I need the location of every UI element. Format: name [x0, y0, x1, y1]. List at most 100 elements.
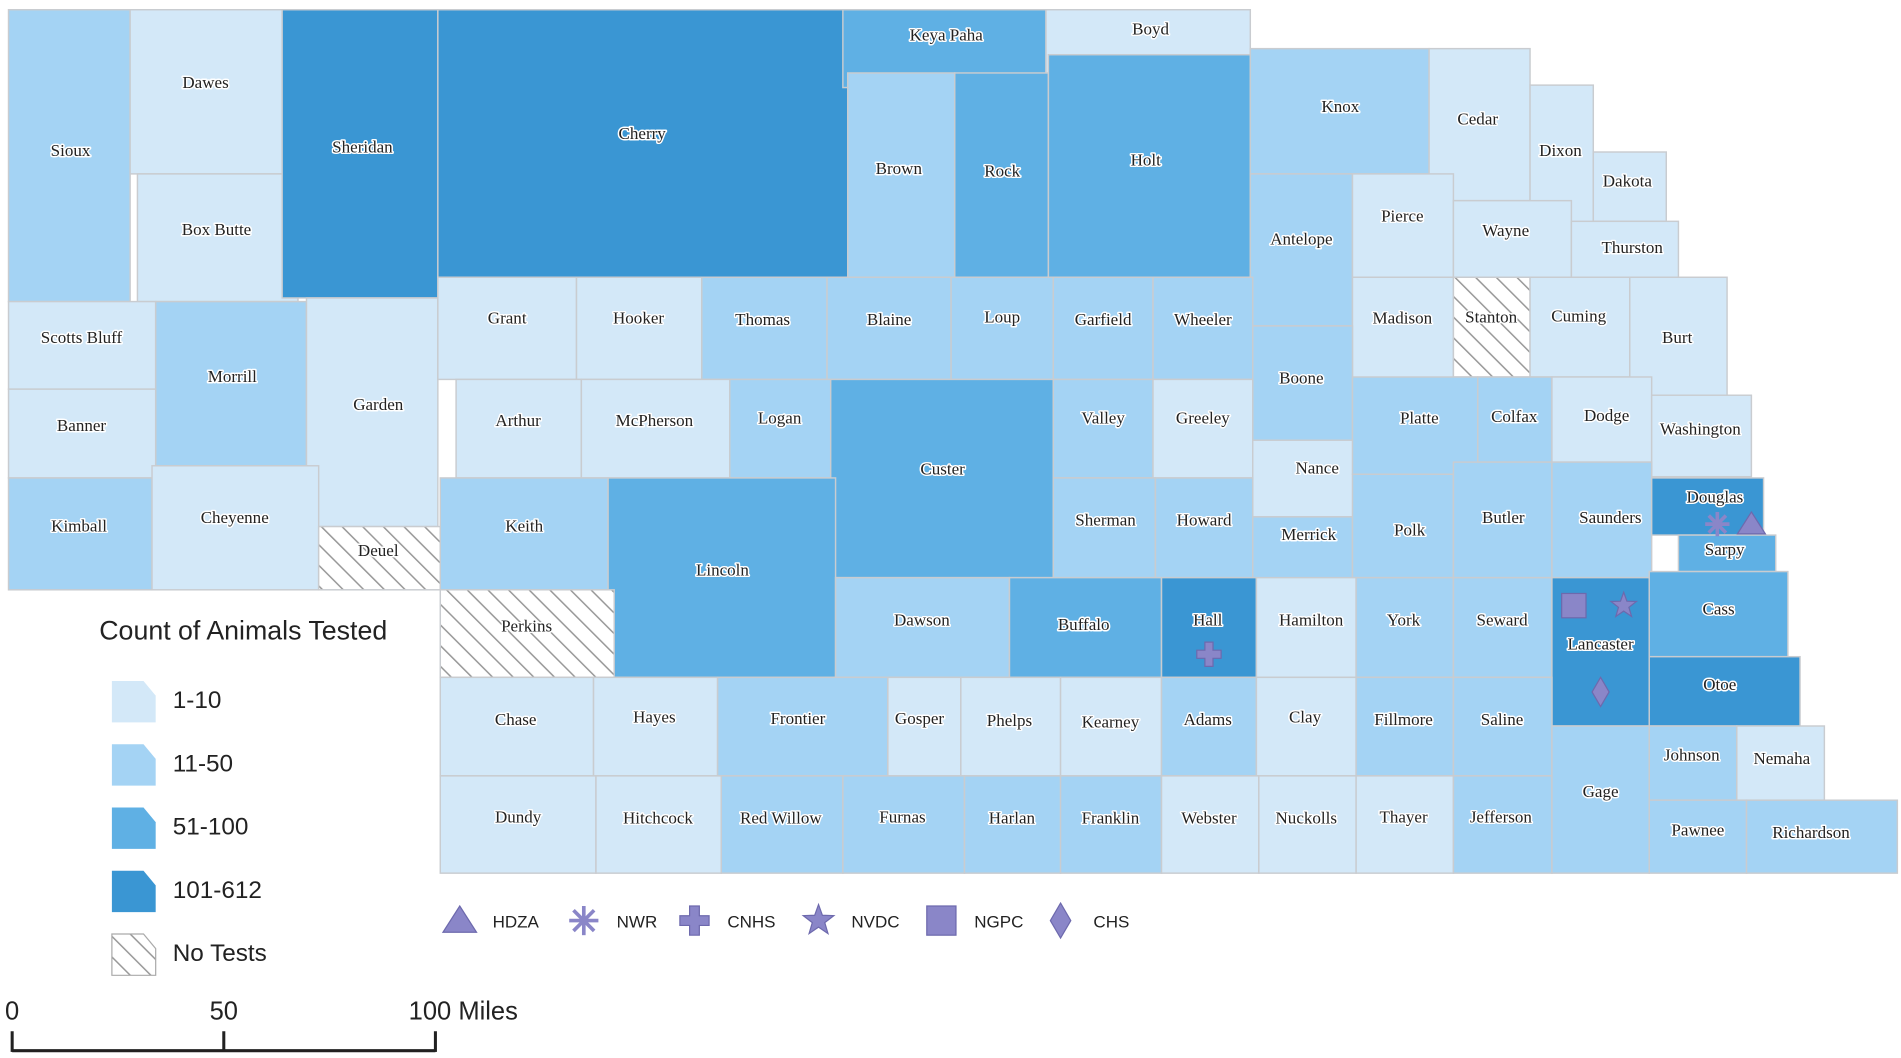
facility-label: HDZA [493, 913, 540, 932]
county [950, 276, 1055, 381]
county [1351, 276, 1455, 381]
facility-legend: HDZA NWR CNHS NVDC NGPC CHS [441, 510, 1767, 940]
county-label: Greeley [1176, 408, 1230, 427]
county-label: Garden [353, 395, 404, 414]
county [1570, 220, 1680, 278]
county-label: Boyd [1132, 19, 1169, 38]
county-label: Cherry [619, 124, 667, 143]
county-label: Polk [1394, 520, 1426, 539]
county-label: Cedar [1457, 109, 1498, 128]
county [1249, 47, 1430, 175]
county [7, 8, 131, 303]
county [1160, 775, 1260, 874]
county-label: Hitchcock [623, 809, 693, 828]
county [439, 477, 609, 591]
county [1152, 276, 1254, 381]
legend-label: 101-612 [173, 877, 262, 904]
county-label: Sarpy [1705, 540, 1745, 559]
county [1551, 725, 1650, 874]
county-label: Holt [1131, 151, 1162, 170]
county-label: Stanton [1465, 308, 1517, 327]
symbol-diamond [1591, 676, 1610, 708]
county-label: Cass [1702, 599, 1734, 618]
county-label: Washington [1660, 419, 1741, 438]
county-label: Hayes [633, 708, 676, 727]
county-label: Wheeler [1174, 310, 1232, 329]
county-label: Gosper [895, 709, 944, 728]
county-label: Dawes [182, 73, 228, 92]
county [1648, 570, 1789, 658]
symbol-cross [679, 905, 710, 936]
county-label: Thurston [1601, 238, 1663, 257]
symbol-square [926, 905, 957, 936]
county-label: Kearney [1082, 712, 1140, 731]
county [1452, 775, 1553, 874]
county-label: Dodge [1584, 406, 1629, 425]
county-label: Sioux [51, 141, 91, 160]
county-label: York [1387, 610, 1421, 629]
county-label: Logan [758, 408, 802, 427]
county-label: Kimball [51, 517, 107, 536]
symbol-star [801, 902, 836, 936]
county [1677, 534, 1777, 573]
county-label: Cuming [1551, 306, 1606, 325]
legend-swatch [111, 681, 156, 723]
county-label: Pawnee [1671, 821, 1724, 840]
county [1529, 276, 1631, 378]
legend-swatch [111, 744, 156, 786]
county-label: Sheridan [332, 137, 393, 156]
legend-label: 1-10 [173, 687, 222, 714]
county-label: Keith [505, 517, 543, 536]
county-label: Garfield [1075, 310, 1132, 329]
county-label: Grant [488, 309, 527, 328]
county [1059, 676, 1163, 777]
county-label: Richardson [1772, 823, 1850, 842]
symbol-asterisk [572, 908, 596, 933]
county-label: Wayne [1482, 221, 1529, 240]
county-label: Butler [1482, 508, 1525, 527]
county-label: Otoe [1703, 675, 1736, 694]
county-label: Loup [984, 308, 1020, 327]
county-label: Knox [1321, 97, 1359, 116]
county-label: Madison [1373, 309, 1433, 328]
county [1355, 676, 1455, 777]
county-label: Furnas [879, 807, 925, 826]
county-label: Keya Paha [910, 25, 984, 44]
facility-label: CNHS [727, 913, 775, 932]
scale-label: 100 Miles [409, 998, 518, 1026]
county [1452, 276, 1531, 378]
county [1355, 576, 1455, 679]
county-label: Thomas [735, 310, 790, 329]
county [1355, 775, 1455, 874]
county [1052, 276, 1154, 381]
county [1648, 725, 1738, 801]
symbol-triangle [1736, 510, 1767, 535]
county [437, 276, 578, 381]
symbol-star [1609, 590, 1639, 618]
county-label: Colfax [1491, 407, 1538, 426]
counties [7, 8, 1899, 874]
county-label: Morrill [208, 367, 257, 386]
county-label: Dawson [894, 610, 950, 629]
county-label: Nemaha [1753, 749, 1810, 768]
county [7, 388, 157, 479]
county-label: Jefferson [1470, 807, 1533, 826]
county-label: Rock [984, 162, 1020, 181]
county [1650, 394, 1753, 478]
county-label: Perkins [501, 616, 552, 635]
legend-swatch [111, 807, 156, 849]
county-label: Hall [1193, 610, 1223, 629]
county [607, 477, 837, 679]
symbol-square [1561, 592, 1587, 619]
county-label: Platte [1400, 408, 1439, 427]
county [1008, 576, 1163, 679]
county [151, 465, 320, 591]
county-label: Frontier [770, 709, 825, 728]
county-label: Howard [1177, 511, 1232, 530]
county [281, 8, 439, 299]
symbol-triangle [441, 904, 478, 933]
county [826, 276, 952, 381]
county-label: Clay [1289, 708, 1322, 727]
county-label: Fillmore [1374, 710, 1433, 729]
